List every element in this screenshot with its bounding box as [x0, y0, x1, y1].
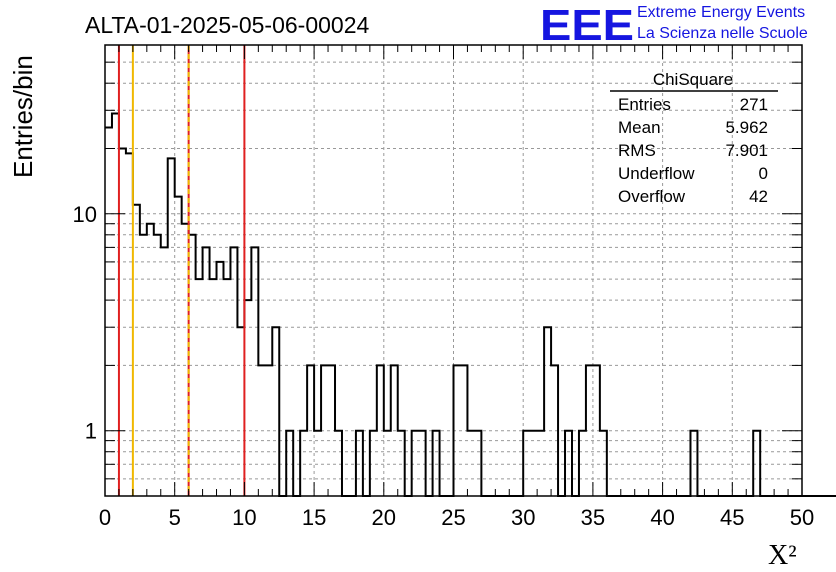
x-tick-label: 20	[372, 505, 396, 530]
y-tick-label: 1	[85, 419, 97, 444]
x-tick-label: 35	[581, 505, 605, 530]
eee-logo-line1: Extreme Energy Events	[637, 4, 806, 21]
stats-title: ChiSquare	[653, 70, 733, 89]
eee-logo-letters: EEE	[540, 2, 634, 44]
x-tick-label: 30	[511, 505, 535, 530]
y-axis-label: Entries/bin	[8, 55, 38, 178]
stats-label-rms: RMS	[618, 141, 656, 160]
stats-value-rms: 7.901	[725, 141, 768, 160]
eee-logo-caption: Extreme Energy Events La Scienza nelle S…	[637, 2, 808, 44]
x-tick-label: 0	[99, 505, 111, 530]
stats-label-overflow: Overflow	[618, 187, 686, 206]
stats-value-mean: 5.962	[725, 118, 768, 137]
x-tick-label: 10	[232, 505, 256, 530]
x-tick-label: 25	[441, 505, 465, 530]
x-tick-label: 50	[790, 505, 814, 530]
axis-ticks	[104, 44, 803, 497]
stats-value-overflow: 42	[749, 187, 768, 206]
reference-lines	[117, 45, 246, 496]
stats-label-mean: Mean	[618, 118, 661, 137]
stats-box: ChiSquare Entries 271 Mean 5.962 RMS 7.9…	[610, 70, 778, 206]
x-tick-label: 5	[169, 505, 181, 530]
histogram-series	[105, 112, 836, 497]
y-tick-label: 10	[73, 202, 97, 227]
histogram-step-line	[105, 112, 836, 497]
x-tick-label: 15	[302, 505, 326, 530]
eee-logo-line2: La Scienza nelle Scuole	[637, 25, 808, 42]
eee-logo-icon: EEE	[540, 2, 634, 44]
tick-labels: 0 5 10 15 20 25 30 35 40 45 50 1 10	[73, 202, 815, 530]
chart-title: ALTA-01-2025-05-06-00024	[85, 12, 369, 38]
x-tick-label: 40	[650, 505, 674, 530]
stats-value-underflow: 0	[759, 164, 768, 183]
stats-value-entries: 271	[740, 95, 768, 114]
x-axis-label: X²	[768, 540, 797, 571]
stats-label-entries: Entries	[618, 95, 671, 114]
x-tick-label: 45	[720, 505, 744, 530]
stats-label-underflow: Underflow	[618, 164, 695, 183]
